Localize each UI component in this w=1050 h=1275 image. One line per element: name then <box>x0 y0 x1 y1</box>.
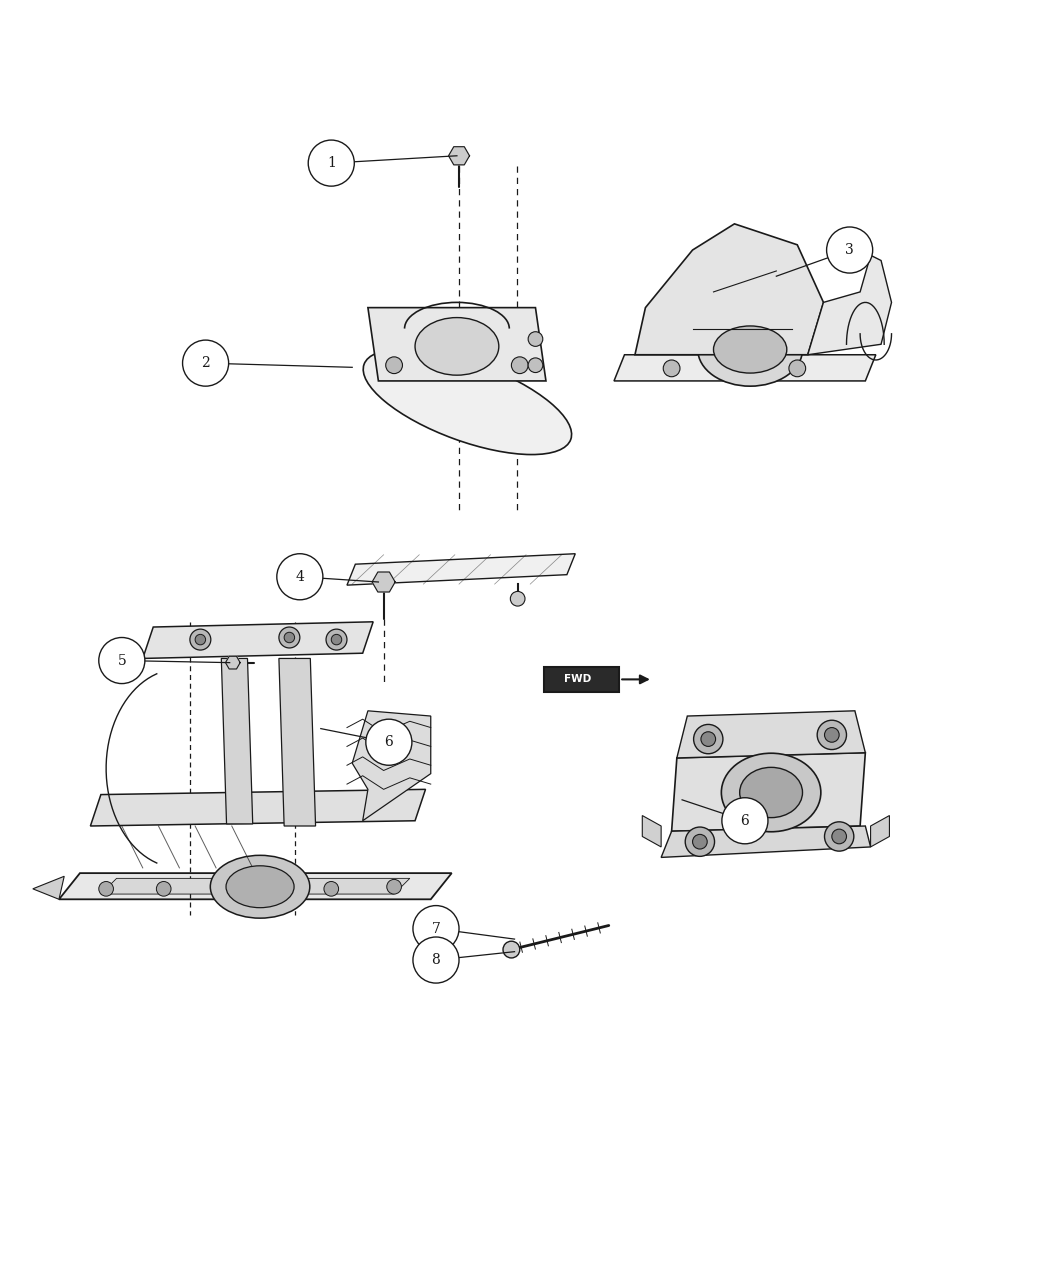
Circle shape <box>693 834 708 849</box>
Circle shape <box>324 881 338 896</box>
Polygon shape <box>643 816 662 847</box>
Circle shape <box>385 357 402 374</box>
Circle shape <box>817 720 846 750</box>
Polygon shape <box>807 255 891 354</box>
Ellipse shape <box>210 856 310 918</box>
Circle shape <box>701 732 716 746</box>
Polygon shape <box>222 658 253 824</box>
Polygon shape <box>33 876 64 899</box>
Circle shape <box>832 829 846 844</box>
Circle shape <box>365 719 412 765</box>
Polygon shape <box>226 657 240 669</box>
Ellipse shape <box>226 866 294 908</box>
Circle shape <box>503 941 520 958</box>
Circle shape <box>824 822 854 852</box>
Ellipse shape <box>698 312 802 386</box>
Circle shape <box>664 360 680 376</box>
Circle shape <box>528 332 543 347</box>
Circle shape <box>413 905 459 951</box>
Polygon shape <box>662 826 870 857</box>
Circle shape <box>99 638 145 683</box>
Circle shape <box>413 937 459 983</box>
Circle shape <box>824 728 839 742</box>
Polygon shape <box>352 710 430 821</box>
Polygon shape <box>672 752 865 831</box>
FancyBboxPatch shape <box>544 667 619 692</box>
Polygon shape <box>90 789 425 826</box>
Polygon shape <box>368 307 546 381</box>
Polygon shape <box>870 816 889 847</box>
Polygon shape <box>448 147 469 164</box>
Circle shape <box>183 340 229 386</box>
Ellipse shape <box>363 349 571 455</box>
Circle shape <box>285 632 295 643</box>
Text: 3: 3 <box>845 244 854 258</box>
Polygon shape <box>143 622 373 658</box>
Circle shape <box>195 635 206 645</box>
Polygon shape <box>59 873 452 899</box>
Ellipse shape <box>721 754 821 831</box>
Polygon shape <box>677 710 865 757</box>
Polygon shape <box>635 224 823 354</box>
Polygon shape <box>614 354 876 381</box>
Circle shape <box>279 627 300 648</box>
Text: 4: 4 <box>295 570 304 584</box>
Circle shape <box>510 592 525 606</box>
Text: 2: 2 <box>202 356 210 370</box>
Circle shape <box>511 357 528 374</box>
Circle shape <box>386 880 401 894</box>
Circle shape <box>99 881 113 896</box>
Ellipse shape <box>714 326 786 374</box>
Text: 7: 7 <box>432 922 440 936</box>
Circle shape <box>327 629 346 650</box>
Polygon shape <box>372 572 395 592</box>
Polygon shape <box>346 553 575 585</box>
Polygon shape <box>279 658 316 826</box>
Circle shape <box>156 881 171 896</box>
Circle shape <box>686 827 715 857</box>
Circle shape <box>331 635 341 645</box>
Ellipse shape <box>739 768 802 817</box>
Circle shape <box>309 140 354 186</box>
Circle shape <box>722 798 768 844</box>
Text: 8: 8 <box>432 952 440 966</box>
Text: 6: 6 <box>384 736 394 750</box>
Circle shape <box>528 358 543 372</box>
Circle shape <box>190 629 211 650</box>
Circle shape <box>826 227 873 273</box>
Text: 1: 1 <box>327 156 336 170</box>
Ellipse shape <box>415 317 499 375</box>
Polygon shape <box>101 878 410 894</box>
Text: 6: 6 <box>740 813 750 827</box>
Text: 5: 5 <box>118 654 126 668</box>
Circle shape <box>789 360 805 376</box>
Circle shape <box>694 724 723 754</box>
Circle shape <box>277 553 323 599</box>
Text: FWD: FWD <box>564 674 591 685</box>
